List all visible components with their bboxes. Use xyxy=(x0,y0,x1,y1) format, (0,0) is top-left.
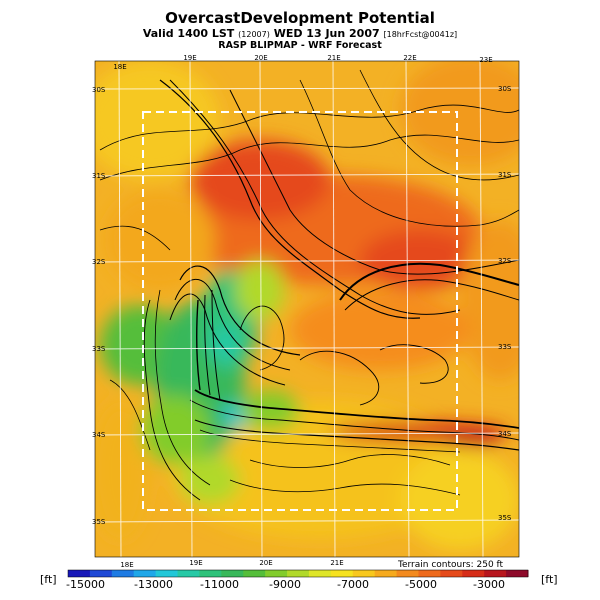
lat-label-right: 35S xyxy=(498,514,512,522)
colorbar-unit-left: [ft] xyxy=(40,573,57,586)
lat-label-right: 34S xyxy=(498,430,512,438)
colorbar-swatch xyxy=(374,570,398,577)
colorbar-tick-label: -7000 xyxy=(337,578,369,591)
lat-label-left: 30S xyxy=(92,86,106,94)
colorbar-swatch xyxy=(330,570,354,577)
lat-label-right: 33S xyxy=(498,343,512,351)
lat-label-left: 31S xyxy=(92,172,106,180)
subtitle-model: RASP BLIPMAP - WRF Forecast xyxy=(218,40,382,51)
colorbar-swatch xyxy=(177,570,200,577)
valid-date: WED 13 Jun 2007 xyxy=(273,27,380,40)
map-field xyxy=(95,61,519,557)
colorbar-swatch xyxy=(89,570,113,577)
lat-label-right: 32S xyxy=(498,257,512,265)
colorbar-tick-label: -3000 xyxy=(473,578,505,591)
graticule xyxy=(94,60,520,558)
lon-label-bottom: 18E xyxy=(120,561,133,569)
colorbar-swatch xyxy=(308,570,332,577)
colorbar xyxy=(67,569,529,578)
lat-label-left: 32S xyxy=(92,258,106,266)
colorbar-swatch xyxy=(462,570,485,577)
map-frame xyxy=(94,60,520,558)
colorbar-swatch xyxy=(155,570,179,577)
colorbar-swatch xyxy=(133,570,157,577)
terrain-contour-note: Terrain contours: 250 ft xyxy=(398,560,504,570)
colorbar-swatch xyxy=(396,570,419,577)
lon-label-top: 18E xyxy=(113,63,126,71)
terrain-contours xyxy=(99,69,519,501)
lon-label-bottom: 20E xyxy=(259,559,272,567)
colorbar-unit-right: [ft] xyxy=(541,573,558,586)
run-id: (12007) xyxy=(238,30,270,39)
forecast-hour: [18hrFcst@0041z] xyxy=(383,30,458,39)
colorbar-swatch xyxy=(199,570,222,577)
lat-label-right: 30S xyxy=(498,85,512,93)
colorbar-swatch xyxy=(68,570,91,577)
colorbar-tick-label: -5000 xyxy=(405,578,437,591)
colorbar-swatch xyxy=(484,570,507,577)
colorbar-swatch xyxy=(243,570,266,577)
lon-label-bottom: 21E xyxy=(330,559,343,567)
inner-domain-boundary xyxy=(142,111,458,511)
lat-label-left: 35S xyxy=(92,518,106,526)
lat-label-left: 34S xyxy=(92,431,106,439)
colorbar-swatch xyxy=(506,570,529,577)
colorbar-swatch xyxy=(352,570,376,577)
colorbar-swatch xyxy=(418,570,441,577)
lon-label-top: 19E xyxy=(183,54,196,62)
lon-label-top: 23E xyxy=(479,56,492,64)
lon-label-top: 20E xyxy=(254,54,267,62)
lat-label-right: 31S xyxy=(498,171,512,179)
valid-time: Valid 1400 LST xyxy=(142,27,235,40)
lon-label-top: 22E xyxy=(403,54,416,62)
colorbar-tick-label: -13000 xyxy=(134,578,173,591)
colorbar-swatch xyxy=(111,570,135,577)
colorbar-tick-label: -9000 xyxy=(269,578,301,591)
colorbar-swatch xyxy=(265,570,288,577)
lon-label-bottom: 19E xyxy=(189,559,202,567)
colorbar-frame xyxy=(67,569,529,578)
lat-label-left: 33S xyxy=(92,345,106,353)
colorbar-swatch xyxy=(221,570,244,577)
subtitle-valid-time: Valid 1400 LST (12007) WED 13 Jun 2007 [… xyxy=(0,27,600,40)
title: OvercastDevelopment Potential xyxy=(165,9,435,27)
colorbar-tick-label: -15000 xyxy=(66,578,105,591)
colorbar-swatch xyxy=(440,570,463,577)
colorbar-swatch xyxy=(287,570,310,577)
lon-label-top: 21E xyxy=(327,54,340,62)
colorbar-tick-label: -11000 xyxy=(200,578,239,591)
